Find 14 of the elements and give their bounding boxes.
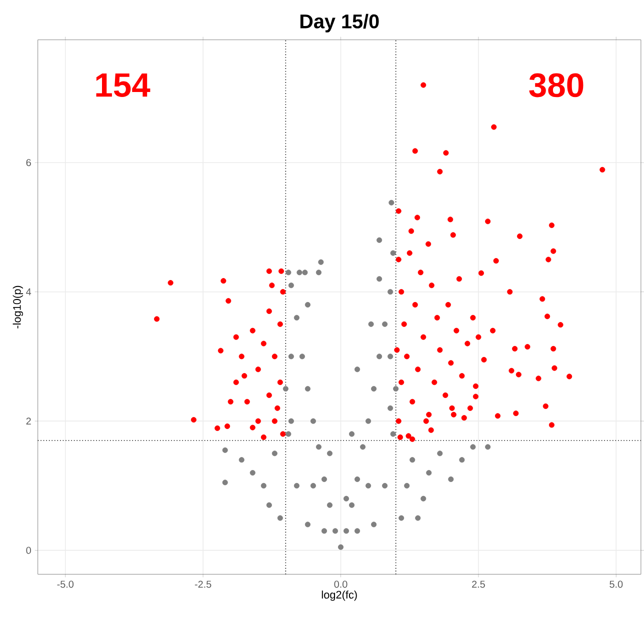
chart-title: Day 15/0 [300,14,379,32]
x-tick-label: 5.0 [610,580,623,588]
y-tick-label: 0 [26,546,31,554]
annotation: 154 [96,73,150,97]
x-tick-label: 2.5 [472,580,485,588]
y-tick-label: 6 [26,159,31,166]
y-axis-title: -log10(p) [12,286,23,328]
y-tick-label: 4 [26,288,32,296]
x-tick-label: 0.0 [334,580,348,588]
x-axis-title: log2(fc) [322,590,357,601]
x-tick-label: -2.5 [194,580,212,588]
annotation: 380 [529,73,584,98]
x-tick-label: -5.0 [57,580,74,588]
y-tick-label: 2 [26,418,31,425]
